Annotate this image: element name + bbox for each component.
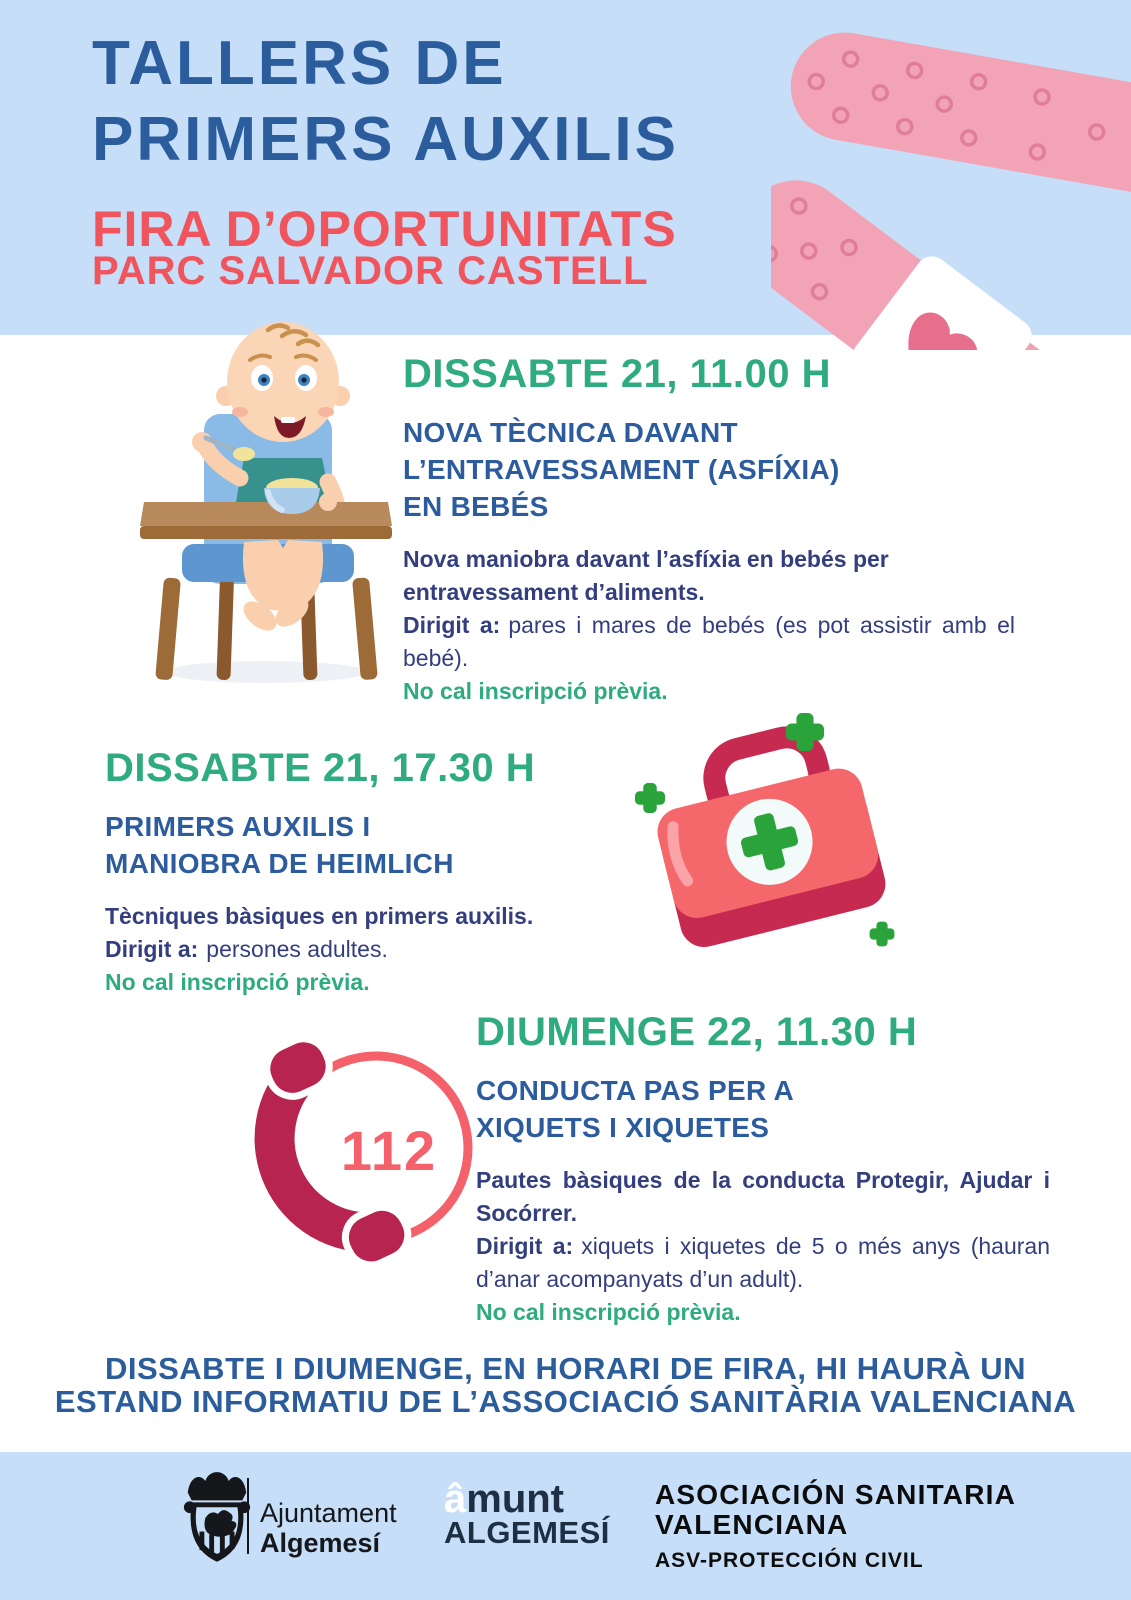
session-description: Nova maniobra davant l’asfíxia en bebés …	[403, 543, 1015, 708]
ajuntament-logo-text: Ajuntament Algemesí	[260, 1498, 397, 1558]
amunt-accent-letter: â	[444, 1477, 467, 1521]
ajuntament-coat-of-arms-icon	[183, 1472, 251, 1562]
session-time: DISSABTE 21, 11.00 H	[403, 352, 831, 396]
green-cross-icon	[740, 813, 799, 871]
session-description: Tècniques bàsiques en primers auxilis. D…	[105, 900, 627, 999]
crossed-bandages-icon	[771, 32, 1131, 350]
session-title: NOVA TÈCNICA DAVANT L’ENTRAVESSAMENT (AS…	[403, 417, 840, 522]
dirigit-label: Dirigit a:	[476, 1233, 574, 1259]
bandage-lower	[771, 180, 1131, 350]
phone-number-112: 112	[341, 1119, 437, 1182]
page-title: TALLERS DE PRIMERS AUXILIS	[92, 26, 679, 178]
dirigit-text: persones adultes.	[206, 936, 388, 962]
phone-handset	[246, 1035, 412, 1269]
info-banner: DISSABTE I DIUMENGE, EN HORARI DE FIRA, …	[0, 1352, 1131, 1418]
heart-icon	[908, 312, 978, 350]
session-note: No cal inscripció prèvia.	[403, 678, 668, 704]
session-card-1: DISSABTE 21, 11.00 H NOVA TÈCNICA DAVANT…	[403, 350, 1015, 708]
banner-line-2: ESTAND INFORMATIU DE L’ASSOCIACIÓ SANITÀ…	[54, 1384, 1077, 1419]
poster-location: PARC SALVADOR CASTELL	[92, 249, 649, 293]
first-aid-kit-icon	[635, 713, 895, 948]
dirigit-text: pares i mares de bebés (es pot assistir …	[403, 612, 1015, 671]
bandage-upper	[790, 32, 1131, 195]
dirigit-label: Dirigit a:	[403, 612, 501, 638]
emergency-phone-112-icon: 112	[246, 1035, 473, 1269]
title-line-2: PRIMERS AUXILIS	[92, 105, 679, 174]
title-line-1: TALLERS DE	[92, 29, 507, 98]
dirigit-text: xiquets i xiquetes de 5 o més anys (haur…	[476, 1233, 1051, 1292]
session-note: No cal inscripció prèvia.	[476, 1299, 741, 1325]
session-title: PRIMERS AUXILIS I MANIOBRA DE HEIMLICH	[105, 811, 454, 879]
poster-subtitle: FIRA D’OPORTUNITATS	[92, 201, 677, 257]
amunt-algemesi-logo: âmunt ALGEMESÍ	[444, 1477, 610, 1550]
dirigit-label: Dirigit a:	[105, 936, 199, 962]
session-card-2: DISSABTE 21, 17.30 H PRIMERS AUXILIS I M…	[105, 744, 627, 999]
banner-line-1: DISSABTE I DIUMENGE, EN HORARI DE FIRA, …	[104, 1351, 1027, 1386]
logo-divider	[247, 1478, 249, 1554]
baby-highchair-icon	[140, 322, 392, 683]
session-description: Pautes bàsiques de la conducta Protegir,…	[476, 1164, 1050, 1329]
session-card-3: DIUMENGE 22, 11.30 H CONDUCTA PAS PER A …	[476, 1008, 1050, 1329]
session-title: CONDUCTA PAS PER A XIQUETS I XIQUETES	[476, 1075, 795, 1143]
session-time: DISSABTE 21, 17.30 H	[105, 746, 536, 790]
asv-logo-text: ASOCIACIÓN SANITARIA VALENCIANA ASV-PROT…	[655, 1479, 1017, 1573]
session-time: DIUMENGE 22, 11.30 H	[476, 1010, 918, 1054]
footer-band	[0, 1452, 1131, 1600]
sparkle-cross-icons	[635, 713, 895, 947]
session-note: No cal inscripció prèvia.	[105, 969, 370, 995]
